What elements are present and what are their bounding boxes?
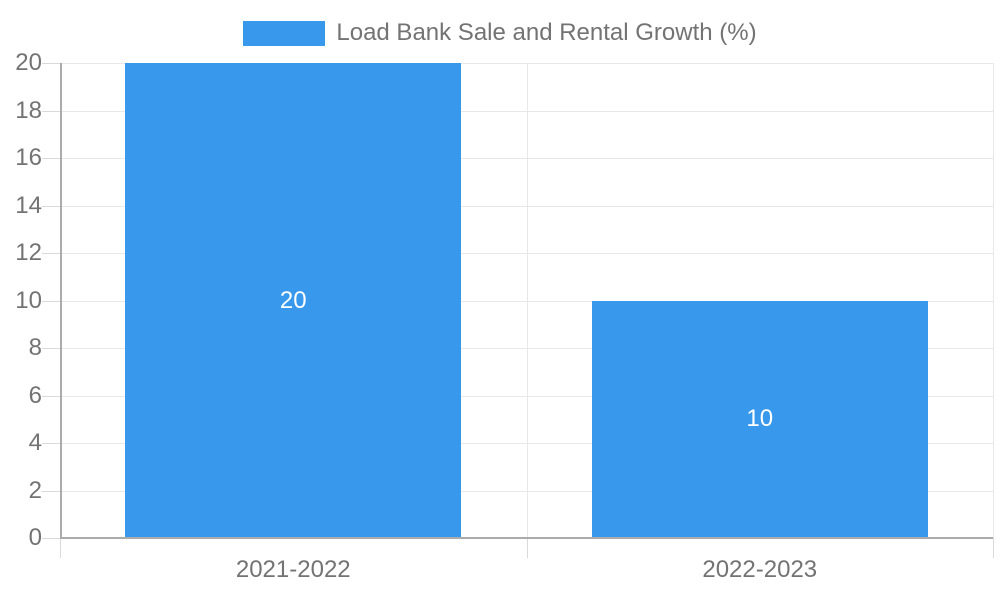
category-boundary-line — [993, 63, 994, 538]
x-tick-mark — [60, 538, 61, 558]
y-tick-mark — [42, 538, 60, 539]
legend-label: Load Bank Sale and Rental Growth (%) — [336, 19, 757, 46]
y-tick-mark — [42, 205, 60, 207]
y-tick-label: 14 — [15, 191, 42, 219]
bar[interactable]: 10 — [591, 300, 928, 538]
x-axis-labels: 2021-2022 2022-2023 — [60, 556, 993, 588]
y-tick-label: 18 — [15, 96, 42, 124]
y-tick-mark — [42, 253, 60, 254]
y-tick-mark — [42, 158, 60, 159]
legend-item[interactable]: Load Bank Sale and Rental Growth (%) — [0, 19, 1000, 47]
plot-area: 20 10 — [42, 63, 994, 558]
y-tick-mark — [42, 395, 60, 397]
legend-swatch — [243, 20, 326, 46]
y-tick-label: 0 — [28, 524, 42, 551]
bar-value-label: 10 — [746, 405, 774, 433]
y-axis-line — [60, 63, 62, 538]
y-tick-label: 2 — [28, 476, 42, 504]
y-tick-label: 16 — [15, 144, 42, 171]
y-tick-label: 10 — [15, 286, 42, 314]
y-tick-label: 8 — [28, 334, 42, 361]
y-tick-mark — [42, 300, 60, 302]
y-tick-mark — [42, 63, 60, 64]
bar-value-label: 20 — [279, 286, 307, 314]
y-tick-label: 12 — [15, 239, 42, 266]
y-tick-mark — [42, 348, 60, 349]
bar[interactable]: 20 — [125, 63, 462, 538]
x-tick-label: 2021-2022 — [235, 556, 351, 583]
x-tick-mark — [526, 538, 528, 558]
y-tick-label: 6 — [28, 381, 42, 409]
y-tick-mark — [42, 110, 60, 112]
y-tick-label: 20 — [15, 49, 42, 76]
y-axis-labels: 0 2 4 6 8 10 12 14 16 18 20 — [0, 51, 42, 550]
x-tick-label: 2022-2023 — [702, 556, 818, 583]
category-boundary-line — [526, 63, 528, 538]
x-tick-mark — [993, 538, 994, 558]
y-tick-mark — [42, 443, 60, 444]
x-axis-line — [60, 537, 993, 539]
y-tick-mark — [42, 490, 60, 492]
y-tick-label: 4 — [28, 429, 42, 456]
